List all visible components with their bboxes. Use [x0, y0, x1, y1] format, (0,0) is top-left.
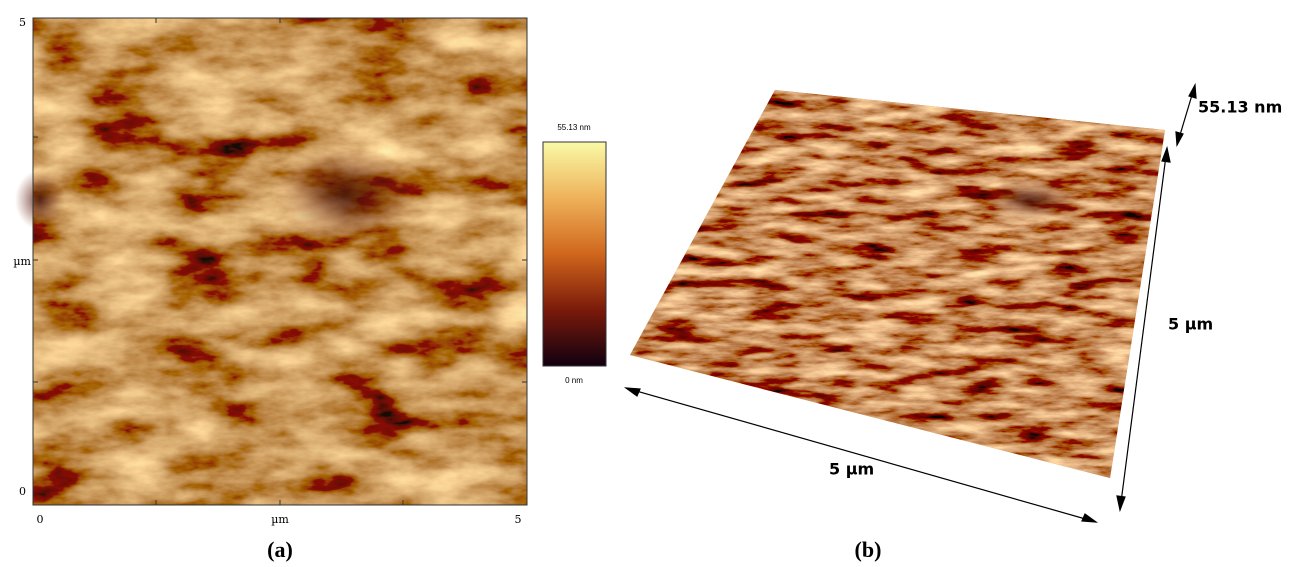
height-label: 55.13 nm: [1198, 98, 1282, 117]
x-axis-label: µm: [271, 513, 289, 526]
y-axis-label: µm: [13, 255, 31, 268]
width-label: 5 µm: [829, 460, 874, 479]
afm-dark-spot: [275, 145, 415, 245]
afm-texture: [33, 18, 527, 505]
afm-dark-spot: [15, 170, 65, 230]
caption: (b): [855, 537, 882, 562]
x-axis-label: 0: [37, 513, 44, 526]
colorbar-min-label: 0 nm: [565, 376, 583, 385]
y-axis-label: 5: [19, 16, 26, 29]
figure: 5 µm 0 0 µm 5 55.13 nm 0 nm (a) 55.13 nm…: [0, 0, 1289, 567]
colorbar: [543, 142, 606, 366]
surface-texture: [620, 80, 1180, 490]
surface-pit: [985, 178, 1075, 222]
caption: (a): [267, 537, 293, 562]
y-axis-label: 0: [19, 485, 26, 498]
colorbar-max-label: 55.13 nm: [557, 123, 591, 132]
depth-label: 5 µm: [1168, 315, 1213, 334]
x-axis-label: 5: [515, 513, 522, 526]
